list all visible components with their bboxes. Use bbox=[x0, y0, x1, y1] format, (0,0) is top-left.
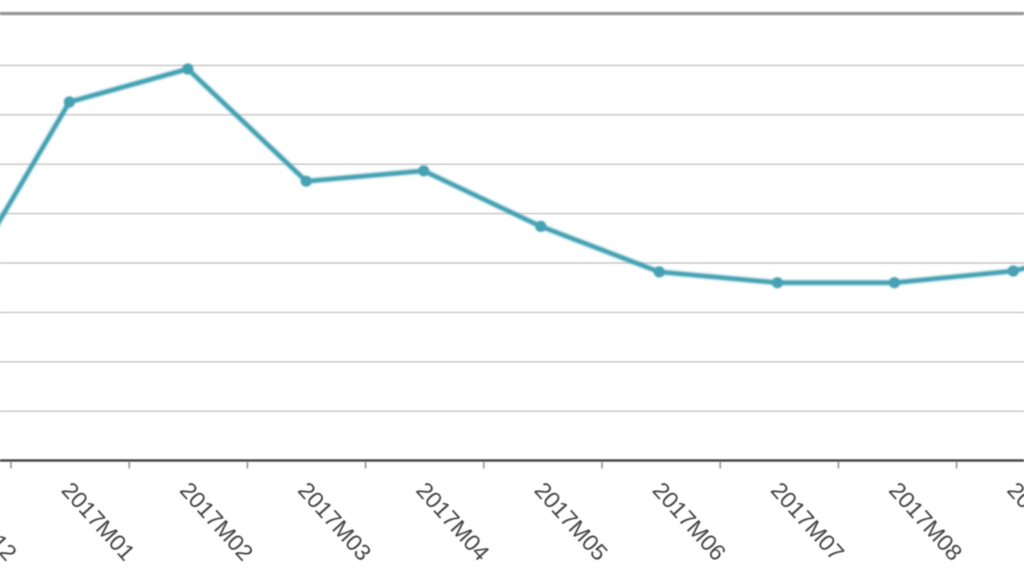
svg-text:2017M02: 2017M02 bbox=[175, 477, 259, 566]
svg-text:2016M12: 2016M12 bbox=[0, 477, 22, 566]
svg-text:2017M09: 2017M09 bbox=[1002, 477, 1024, 566]
svg-text:2017M03: 2017M03 bbox=[293, 477, 377, 566]
svg-text:2017M07: 2017M07 bbox=[766, 477, 850, 566]
svg-text:2017M05: 2017M05 bbox=[529, 477, 613, 566]
svg-text:2017M01: 2017M01 bbox=[57, 477, 141, 566]
svg-text:2017M04: 2017M04 bbox=[411, 477, 495, 566]
svg-text:2017M08: 2017M08 bbox=[884, 477, 968, 566]
svg-text:2017M06: 2017M06 bbox=[648, 477, 732, 566]
